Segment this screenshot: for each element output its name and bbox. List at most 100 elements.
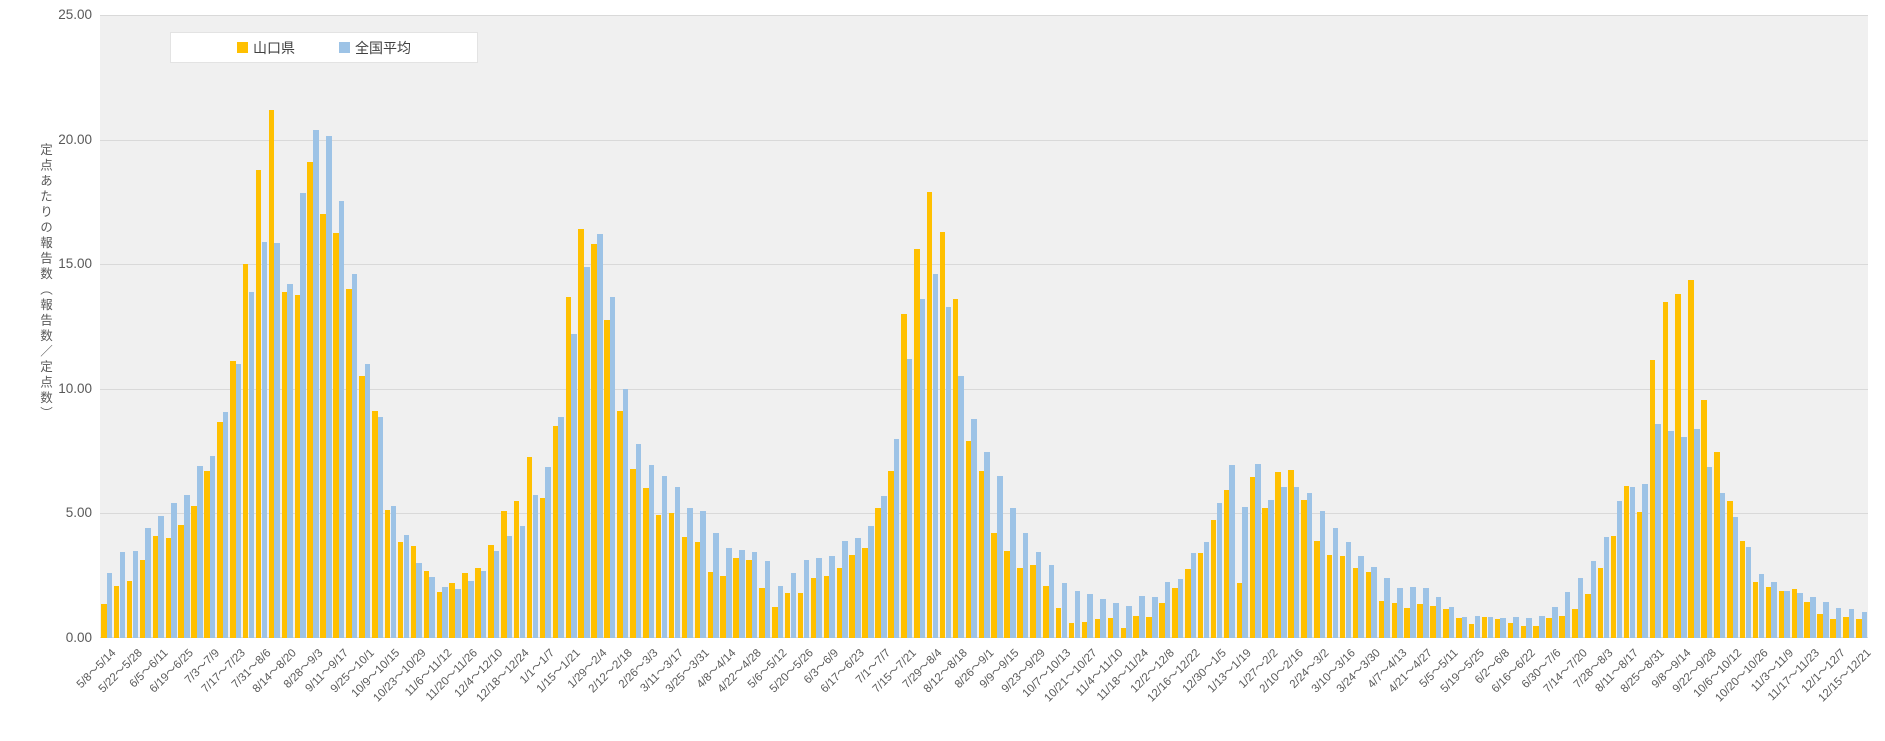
bar-yamaguchi-6/12～6/18[interactable] — [165, 538, 172, 638]
bar-zenkoku-11/10～11/16[interactable] — [1797, 593, 1803, 638]
bar-yamaguchi-10/28～11/3[interactable] — [1094, 619, 1101, 638]
bar-zenkoku-2/24～3/2[interactable] — [1319, 510, 1326, 638]
bar-yamaguchi-7/7～7/13[interactable] — [1559, 615, 1565, 638]
bar-yamaguchi-6/3～6/9[interactable] — [823, 575, 830, 638]
bar-yamaguchi-12/16～12/22[interactable] — [1185, 569, 1191, 638]
bar-yamaguchi-11/24～11/30[interactable] — [1817, 614, 1823, 638]
bar-yamaguchi-11/10～11/16[interactable] — [1791, 589, 1798, 638]
bar-zenkoku-10/16～10/22[interactable] — [403, 534, 410, 638]
bar-zenkoku-3/4～3/10[interactable] — [661, 476, 668, 638]
bar-yamaguchi-9/4～9/10[interactable] — [320, 214, 326, 638]
bar-zenkoku-12/2～12/8[interactable] — [1164, 581, 1171, 638]
bar-yamaguchi-6/30～7/6[interactable] — [1546, 618, 1552, 638]
bar-yamaguchi-8/28～9/3[interactable] — [307, 162, 313, 638]
bar-yamaguchi-7/28～8/3[interactable] — [1597, 568, 1604, 638]
bar-zenkoku-10/21～10/27[interactable] — [1087, 594, 1093, 638]
bar-zenkoku-5/15～5/21[interactable] — [119, 552, 126, 638]
bar-yamaguchi-9/18～9/24[interactable] — [346, 289, 352, 638]
bar-yamaguchi-9/11～9/17[interactable] — [333, 233, 339, 638]
bar-yamaguchi-3/11～3/17[interactable] — [668, 513, 675, 638]
bar-zenkoku-10/23～10/29[interactable] — [416, 563, 422, 638]
bar-yamaguchi-9/15～9/21[interactable] — [1688, 280, 1694, 638]
bar-zenkoku-7/22～7/28[interactable] — [919, 299, 926, 638]
bar-zenkoku-6/26～7/2[interactable] — [197, 466, 203, 638]
bar-yamaguchi-12/1～12/7[interactable] — [1830, 619, 1836, 638]
bar-zenkoku-4/21～4/27[interactable] — [1423, 588, 1429, 638]
bar-zenkoku-10/6～10/12[interactable] — [1732, 517, 1739, 638]
bar-yamaguchi-1/29～2/4[interactable] — [591, 244, 597, 638]
bar-yamaguchi-6/19～6/25[interactable] — [178, 524, 184, 638]
bar-zenkoku-11/6～11/12[interactable] — [442, 586, 448, 638]
bar-zenkoku-3/25～3/31[interactable] — [700, 510, 706, 638]
bar-zenkoku-8/5～8/11[interactable] — [945, 306, 952, 638]
bar-zenkoku-5/19～5/25[interactable] — [1474, 615, 1481, 638]
bar-yamaguchi-12/25～12/31[interactable] — [526, 457, 533, 638]
bar-zenkoku-9/15～9/21[interactable] — [1694, 428, 1700, 638]
bar-yamaguchi-9/29～10/5[interactable] — [1714, 452, 1720, 638]
bar-zenkoku-11/4～11/10[interactable] — [1113, 603, 1119, 638]
bar-zenkoku-4/29～5/5[interactable] — [764, 560, 771, 638]
bar-zenkoku-4/7～4/13[interactable] — [1397, 588, 1403, 638]
bar-yamaguchi-12/15～12/21[interactable] — [1856, 619, 1862, 638]
bar-yamaguchi-8/25～8/31[interactable] — [1649, 360, 1656, 638]
bar-yamaguchi-2/10～2/16[interactable] — [1288, 469, 1294, 638]
bar-zenkoku-7/15～7/21[interactable] — [906, 358, 913, 638]
bar-zenkoku-8/4～8/10[interactable] — [1616, 500, 1623, 638]
bar-zenkoku-5/6～5/12[interactable] — [777, 585, 784, 638]
bar-yamaguchi-7/24～7/30[interactable] — [242, 264, 249, 638]
bar-zenkoku-2/10～2/16[interactable] — [1293, 487, 1300, 638]
bar-yamaguchi-2/24～3/2[interactable] — [1314, 540, 1320, 638]
bar-yamaguchi-7/29～8/4[interactable] — [926, 191, 933, 638]
bar-zenkoku-7/3～7/9[interactable] — [209, 456, 216, 638]
bar-yamaguchi-8/4～8/10[interactable] — [1610, 535, 1617, 638]
bar-yamaguchi-11/11～11/17[interactable] — [1120, 628, 1126, 638]
bar-zenkoku-7/1～7/7[interactable] — [881, 495, 887, 638]
bar-zenkoku-12/15～12/21[interactable] — [1861, 611, 1868, 638]
bar-yamaguchi-10/7～10/13[interactable] — [1055, 608, 1062, 638]
bar-zenkoku-10/2～10/8[interactable] — [377, 417, 384, 638]
bar-yamaguchi-11/3～11/9[interactable] — [1778, 590, 1785, 638]
bar-zenkoku-1/22～1/28[interactable] — [584, 266, 590, 638]
bar-yamaguchi-9/22～9/28[interactable] — [1701, 400, 1707, 638]
bar-zenkoku-10/13～10/19[interactable] — [1745, 547, 1752, 638]
bar-yamaguchi-5/20～5/26[interactable] — [797, 593, 804, 638]
bar-zenkoku-10/7～10/13[interactable] — [1061, 583, 1068, 638]
bar-zenkoku-8/28～9/3[interactable] — [313, 129, 319, 638]
legend-item-zenkoku[interactable]: 全国平均 — [339, 38, 411, 58]
bar-zenkoku-7/17～7/23[interactable] — [235, 363, 242, 638]
bar-zenkoku-6/19～6/25[interactable] — [184, 494, 190, 638]
bar-yamaguchi-12/11～12/17[interactable] — [501, 510, 507, 638]
bar-yamaguchi-8/7～8/13[interactable] — [268, 109, 275, 638]
bar-zenkoku-3/18～3/24[interactable] — [687, 508, 693, 638]
bar-yamaguchi-11/27～12/3[interactable] — [475, 568, 481, 638]
bar-yamaguchi-7/1～7/7[interactable] — [875, 508, 881, 638]
bar-zenkoku-6/2～6/8[interactable] — [1500, 618, 1506, 638]
bar-yamaguchi-9/23～9/29[interactable] — [1030, 564, 1036, 638]
bar-zenkoku-8/7～8/13[interactable] — [274, 243, 280, 638]
bar-zenkoku-6/24～6/30[interactable] — [868, 525, 874, 638]
bar-zenkoku-6/30～7/6[interactable] — [1552, 606, 1558, 638]
bar-zenkoku-6/9～6/15[interactable] — [1513, 616, 1519, 638]
bar-yamaguchi-7/22～7/28[interactable] — [914, 249, 920, 638]
bar-zenkoku-9/11～9/17[interactable] — [338, 200, 345, 638]
bar-yamaguchi-5/19～5/25[interactable] — [1468, 624, 1475, 638]
bar-zenkoku-1/27～2/2[interactable] — [1268, 499, 1274, 638]
bar-yamaguchi-3/10～3/16[interactable] — [1339, 555, 1346, 638]
bar-yamaguchi-5/12～5/18[interactable] — [1456, 618, 1462, 638]
bar-yamaguchi-6/17～6/23[interactable] — [849, 554, 855, 638]
bar-yamaguchi-5/29～6/4[interactable] — [139, 559, 146, 638]
bar-yamaguchi-11/13～11/19[interactable] — [449, 583, 455, 638]
bar-zenkoku-5/12～5/18[interactable] — [1461, 616, 1468, 638]
bar-zenkoku-11/17～11/23[interactable] — [1810, 596, 1816, 638]
bar-zenkoku-6/10～6/16[interactable] — [842, 540, 848, 638]
bar-zenkoku-11/3～11/9[interactable] — [1784, 590, 1790, 638]
bar-zenkoku-9/4～9/10[interactable] — [326, 135, 332, 638]
bar-yamaguchi-7/3～7/9[interactable] — [204, 471, 210, 638]
bar-zenkoku-11/11～11/17[interactable] — [1126, 605, 1132, 638]
bar-zenkoku-6/23～6/29[interactable] — [1539, 615, 1545, 638]
bar-yamaguchi-4/7～4/13[interactable] — [1391, 603, 1397, 638]
bar-zenkoku-12/11～12/17[interactable] — [506, 535, 513, 638]
bar-zenkoku-9/2～9/8[interactable] — [997, 476, 1003, 638]
bar-zenkoku-7/8～7/14[interactable] — [893, 438, 900, 638]
bar-zenkoku-6/17～6/23[interactable] — [855, 538, 861, 638]
